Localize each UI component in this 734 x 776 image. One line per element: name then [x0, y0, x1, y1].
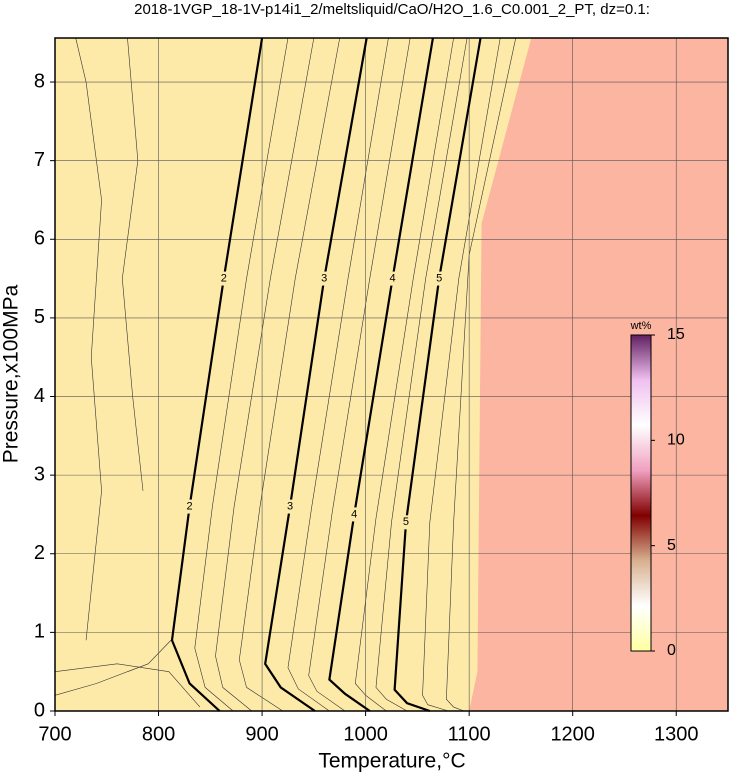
y-tick-label: 6 — [34, 228, 45, 250]
contour-label: 5 — [436, 272, 442, 284]
contour-label-bg — [400, 515, 411, 530]
minor-contour — [308, 37, 411, 712]
contour-line — [264, 37, 368, 712]
y-tick-label: 1 — [34, 621, 45, 643]
x-tick-label: 1100 — [448, 723, 491, 745]
contour-line — [393, 37, 482, 713]
contour-label: 3 — [321, 272, 327, 284]
colorbar-tick-label: 10 — [667, 432, 685, 449]
plot-frame — [54, 37, 729, 712]
contour-label-bg — [285, 499, 296, 514]
colorbar-label: wt% — [630, 320, 652, 332]
colorbar-tick-label: 0 — [667, 642, 676, 659]
x-axis-label: Temperature,°C — [318, 750, 465, 773]
minor-contour — [238, 37, 341, 712]
contour-label-bg — [387, 271, 398, 286]
y-tick-label: 0 — [34, 699, 45, 721]
y-tick-label: 2 — [34, 542, 45, 564]
region — [469, 38, 728, 711]
minor-contour — [54, 640, 172, 696]
minor-contour — [422, 37, 501, 712]
contour-line — [170, 37, 264, 712]
minor-contour — [194, 37, 289, 712]
contour-label: 4 — [389, 272, 395, 284]
x-tick-label: 1300 — [654, 723, 699, 745]
y-tick-label: 3 — [34, 463, 45, 485]
contour-label-bg — [184, 499, 195, 514]
contour-label-bg — [434, 271, 445, 286]
minor-contour — [54, 663, 201, 708]
x-tick-label: 700 — [38, 723, 71, 745]
y-tick-label: 8 — [34, 70, 45, 92]
contour-line — [328, 37, 435, 712]
minor-contour — [215, 37, 315, 712]
y-axis-label: Pressure,x100MPa — [0, 284, 23, 463]
y-tick-label: 7 — [34, 149, 45, 171]
colorbar — [630, 334, 652, 652]
minor-contour — [75, 37, 102, 641]
colorbar-tick-label: 15 — [667, 326, 685, 343]
contour-label-bg — [349, 507, 360, 522]
colorbar-tick-label: 5 — [667, 537, 676, 554]
minor-contour — [375, 37, 468, 712]
chart-title: 2018-1VGP_18-1V-p14i1_2/meltsliquid/CaO/… — [134, 1, 650, 18]
minor-contour — [121, 37, 144, 491]
contour-label: 3 — [287, 500, 293, 512]
contour-label-bg — [218, 271, 229, 286]
contour-label-bg — [319, 271, 330, 286]
minor-contour — [446, 37, 517, 712]
x-tick-label: 1000 — [343, 723, 388, 745]
x-tick-label: 1200 — [550, 723, 595, 745]
x-tick-label: 800 — [142, 723, 175, 745]
y-tick-label: 5 — [34, 306, 45, 328]
contour-label: 2 — [187, 500, 193, 512]
contour-label: 2 — [221, 272, 227, 284]
x-tick-label: 900 — [245, 723, 278, 745]
contour-label: 4 — [351, 508, 357, 520]
minor-contour — [287, 37, 389, 712]
y-tick-label: 4 — [34, 385, 45, 407]
contour-label: 5 — [403, 516, 409, 528]
